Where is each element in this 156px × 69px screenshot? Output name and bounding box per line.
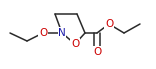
Text: O: O: [39, 28, 47, 38]
Text: N: N: [58, 28, 66, 38]
Text: O: O: [71, 39, 79, 49]
Text: O: O: [105, 19, 113, 29]
Text: O: O: [93, 47, 101, 57]
